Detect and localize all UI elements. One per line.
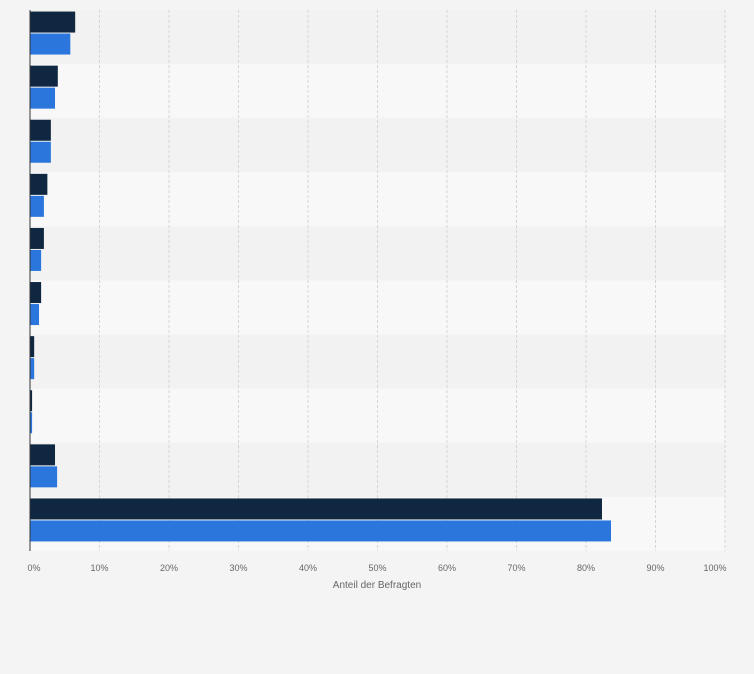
- bar-series-2[interactable]: [30, 33, 71, 55]
- bar-series-1[interactable]: [30, 173, 48, 195]
- bar-series-2[interactable]: [30, 358, 35, 380]
- bar-series-2[interactable]: [30, 195, 44, 217]
- x-tick-label: 20%: [160, 563, 178, 573]
- x-tick-label: 60%: [438, 563, 456, 573]
- bar-series-1[interactable]: [30, 336, 35, 358]
- bar-series-2[interactable]: [30, 87, 56, 109]
- bar-series-1[interactable]: [30, 65, 58, 87]
- bar-series-1[interactable]: [30, 282, 42, 304]
- x-tick-labels: 0% 10% 20% 30% 40% 50% 60% 70% 80% 90% 100%: [27, 563, 726, 573]
- x-tick-label: 90%: [646, 563, 664, 573]
- bar-series-2[interactable]: [30, 466, 58, 488]
- gridlines: [99, 10, 726, 551]
- x-tick-label: 0%: [27, 563, 40, 573]
- bar-series-1[interactable]: [30, 444, 56, 466]
- bar-series-2[interactable]: [30, 249, 42, 271]
- x-tick-label: 10%: [90, 563, 108, 573]
- x-tick-label: 50%: [368, 563, 386, 573]
- x-tick-label: 30%: [229, 563, 247, 573]
- bar-series-1[interactable]: [30, 390, 33, 412]
- bar-series-2[interactable]: [30, 520, 612, 542]
- x-tick-label: 80%: [577, 563, 595, 573]
- bar-series-1[interactable]: [30, 119, 51, 141]
- bar-series-1[interactable]: [30, 498, 602, 520]
- bar-series-2[interactable]: [30, 141, 51, 163]
- bar-series-1[interactable]: [30, 227, 44, 249]
- bar-series-2[interactable]: [30, 304, 40, 326]
- bars: [30, 11, 612, 542]
- x-tick-label: 70%: [507, 563, 525, 573]
- x-tick-label: 100%: [703, 563, 726, 573]
- x-axis-label: Anteil der Befragten: [333, 580, 421, 591]
- bar-series-2[interactable]: [30, 412, 33, 434]
- bar-series-1[interactable]: [30, 11, 76, 33]
- x-tick-label: 40%: [299, 563, 317, 573]
